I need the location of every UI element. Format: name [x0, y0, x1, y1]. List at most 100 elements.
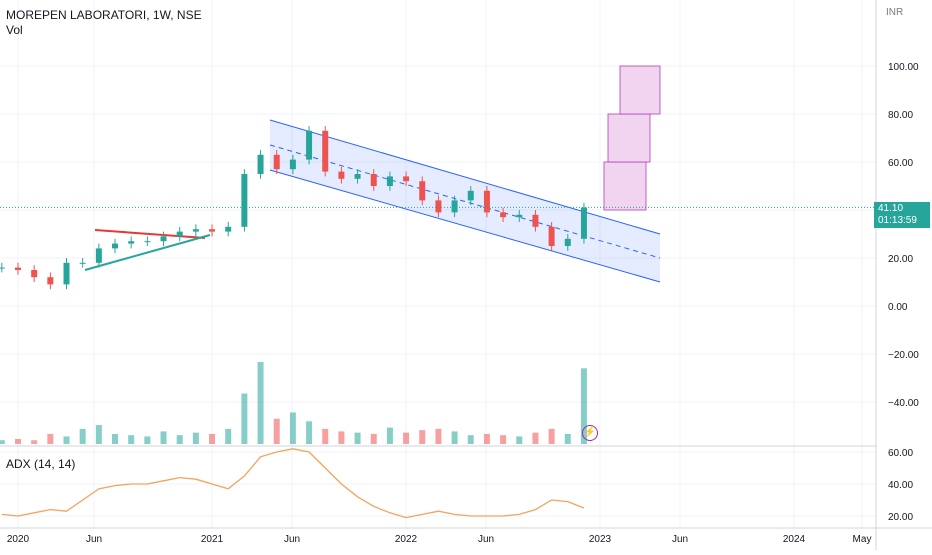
- volume-bar: [95, 425, 102, 444]
- volume-bar: [580, 368, 587, 444]
- bar-countdown: 01:13:59: [878, 215, 917, 226]
- candle-body: [403, 176, 410, 182]
- time-tick-label: Jun: [478, 534, 494, 545]
- volume-bar: [403, 432, 410, 444]
- price-tick-label: −40.00: [888, 398, 919, 409]
- adx-tick-label: 20.00: [888, 512, 913, 523]
- volume-bar: [257, 362, 264, 444]
- adx-tick-label: 40.00: [888, 480, 913, 491]
- last-price-badge: 41.10 01:13:59: [874, 202, 930, 228]
- volume-bar: [209, 433, 216, 444]
- channel-median: [269, 144, 661, 259]
- candle-body: [338, 171, 345, 179]
- candle-body: [386, 176, 393, 186]
- volume-bar: [322, 428, 329, 444]
- triangle-lower-line: [84, 234, 211, 271]
- candle-body: [289, 159, 296, 170]
- projection-box: [619, 65, 661, 115]
- candles: [0, 126, 587, 290]
- volume-bar: [31, 440, 38, 444]
- volume-bar: [241, 393, 248, 444]
- time-axis[interactable]: 2020 Jun 2021 Jun 2022 Jun 2023 Jun 2024 May: [7, 534, 872, 545]
- time-tick-label: 2020: [7, 534, 30, 545]
- triangle-upper-line: [94, 229, 206, 239]
- volume-bar: [451, 431, 458, 444]
- volume-bar: [225, 428, 232, 444]
- price-tick-label: 20.00: [888, 254, 913, 265]
- volume-bar: [15, 438, 21, 444]
- candle-body: [31, 270, 38, 278]
- candle-body: [63, 262, 70, 285]
- volume-bar: [354, 432, 361, 444]
- volume-label[interactable]: Vol: [6, 23, 23, 37]
- candle-body: [79, 262, 86, 264]
- volume-bar: [0, 440, 5, 444]
- adx-tick-label: 60.00: [888, 448, 913, 459]
- projection-box: [603, 161, 647, 211]
- candle-body: [483, 190, 490, 213]
- candle-body: [257, 154, 264, 174]
- candle-body: [95, 248, 102, 263]
- candle-body: [516, 214, 523, 218]
- volume-bar: [160, 431, 167, 444]
- volume-bar: [370, 433, 377, 444]
- channel-upper: [269, 119, 661, 235]
- volume-bars: [0, 362, 587, 444]
- volume-bar: [548, 428, 555, 444]
- candle-body: [273, 154, 280, 170]
- price-axis[interactable]: 100.00 80.00 60.00 20.00 0.00 −20.00 −40.00: [888, 62, 919, 409]
- candle-body: [160, 236, 167, 242]
- drawings[interactable]: [84, 65, 661, 283]
- candle-body: [0, 267, 5, 269]
- volume-bar: [273, 418, 280, 444]
- lightning-icon[interactable]: ⚡: [582, 425, 598, 441]
- volume-bar: [532, 432, 539, 444]
- price-tick-label: 100.00: [888, 62, 919, 73]
- volume-bar: [79, 428, 86, 444]
- adx-series-line: [1, 448, 585, 519]
- channel-lower: [269, 169, 661, 283]
- price-tick-label: −20.00: [888, 350, 919, 361]
- candle-body: [209, 229, 216, 232]
- candle-body: [241, 174, 248, 227]
- adx-label[interactable]: ADX (14, 14): [6, 457, 76, 471]
- candle-body: [467, 190, 474, 201]
- candle-body: [192, 229, 199, 232]
- volume-bar: [419, 430, 426, 444]
- candle-body: [532, 214, 539, 227]
- time-tick-label: 2021: [201, 534, 224, 545]
- volume-bar: [564, 433, 571, 444]
- volume-bar: [289, 412, 296, 444]
- candle-body: [128, 241, 135, 244]
- price-tick-label: 80.00: [888, 110, 913, 121]
- candle-body: [225, 226, 232, 232]
- volume-bar: [516, 436, 523, 444]
- volume-bar: [192, 432, 199, 444]
- volume-bar: [47, 433, 54, 444]
- price-tick-label: 60.00: [888, 158, 913, 169]
- candle-body: [144, 241, 151, 243]
- volume-bar: [467, 435, 474, 444]
- volume-bar: [112, 433, 119, 444]
- price-tick-label: 0.00: [888, 302, 908, 313]
- volume-bar: [306, 421, 313, 444]
- symbol-title[interactable]: MOREPEN LABORATORI, 1W, NSE: [6, 8, 202, 22]
- candle-body: [435, 200, 442, 213]
- candle-body: [15, 267, 21, 270]
- volume-bar: [176, 435, 183, 444]
- time-tick-label: Jun: [672, 534, 688, 545]
- candle-body: [47, 277, 54, 285]
- last-price: 41.10: [878, 203, 904, 214]
- candle-body: [176, 231, 183, 237]
- volume-bar: [435, 428, 442, 444]
- time-tick-label: 2022: [395, 534, 418, 545]
- adx-axis[interactable]: 60.00 40.00 20.00: [888, 448, 913, 523]
- currency-label: INR: [886, 7, 904, 18]
- candle-body: [322, 130, 329, 172]
- candle-body: [306, 130, 313, 160]
- candle-body: [354, 174, 361, 179]
- candle-body: [564, 238, 571, 246]
